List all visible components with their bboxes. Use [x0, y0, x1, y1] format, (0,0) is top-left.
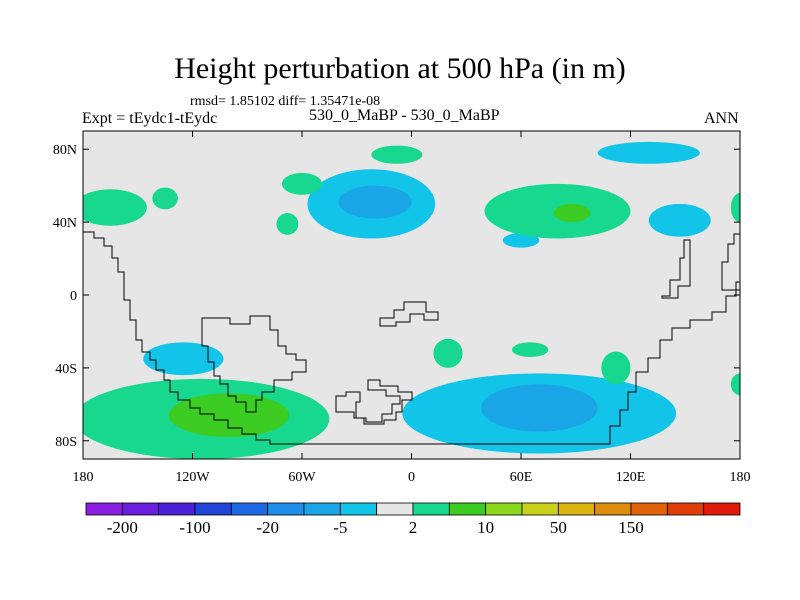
coastlines — [83, 231, 740, 445]
y-axis: 80N 40N 0 40S 80S — [53, 143, 740, 450]
region-negative-south-pacific — [143, 342, 224, 376]
colorbar-label: -5 — [333, 518, 347, 537]
colorbar-box — [557, 502, 596, 516]
colorbar: -200 -100 -20 -5 2 10 50 150 — [85, 502, 741, 537]
colorbar-box — [594, 502, 632, 516]
x-tick-label: 180 — [73, 470, 94, 485]
colorbar-box — [85, 502, 123, 516]
colorbar-box — [303, 502, 341, 516]
x-tick-label: 120E — [616, 470, 646, 485]
colorbar-label: -100 — [179, 518, 210, 537]
colorbar-box — [666, 502, 705, 516]
experiment-label: Expt = tEydc1-tEydc — [82, 110, 218, 127]
colorbar-label: 150 — [618, 518, 644, 537]
colorbar-label: -20 — [256, 518, 279, 537]
y-tick-label: 0 — [70, 289, 77, 304]
chart-title: Height perturbation at 500 hPa (in m) — [174, 52, 626, 85]
colorbar-label: 2 — [409, 518, 418, 537]
y-tick-label: 80S — [55, 435, 77, 450]
x-tick-label: 60E — [510, 470, 533, 485]
coastline-americas — [83, 231, 330, 445]
colorbar-box — [339, 502, 378, 516]
coastline-africa-eurasia — [330, 233, 740, 445]
season-label: ANN — [704, 110, 739, 127]
y-tick-label: 40N — [53, 216, 77, 231]
region-negative-asia-small — [502, 233, 540, 248]
colorbar-box — [485, 502, 523, 516]
colorbar-label: 10 — [477, 518, 494, 537]
contour-regions — [83, 141, 740, 459]
region-negative-north-pacific-east — [648, 203, 711, 237]
region-positive-north-america-mid — [281, 172, 323, 195]
colorbar-box — [630, 502, 668, 516]
colorbar-box — [230, 502, 269, 516]
region-positive-arctic-atlantic — [371, 145, 423, 164]
region-negative-south-indian-core — [480, 384, 598, 432]
region-positive-north-pacific-west — [83, 189, 147, 226]
colorbar-label: -200 — [107, 518, 138, 537]
x-tick-label: 180 — [730, 470, 751, 485]
y-tick-label: 40S — [55, 362, 77, 377]
x-tick-label: 120W — [175, 470, 210, 485]
coastline-europe-islands — [335, 301, 439, 425]
colorbar-box — [267, 502, 305, 516]
region-positive-asia-core — [553, 203, 591, 223]
x-tick-label: 60W — [288, 470, 316, 485]
region-positive-south-pacific-east — [730, 373, 740, 396]
x-axis: 180 120W 60W 0 60E 120E 180 — [73, 131, 751, 485]
region-positive-atlantic-east — [730, 192, 740, 223]
region-positive-indian-ocean — [601, 351, 631, 385]
stats-label: rmsd= 1.85102 diff= 1.35471e-08 — [190, 94, 381, 109]
colorbar-label: 50 — [550, 518, 567, 537]
colorbar-box — [376, 502, 414, 516]
region-negative-north-central-core — [338, 185, 412, 219]
colorbar-box — [412, 502, 450, 516]
region-positive-south-atlantic-east — [511, 342, 549, 357]
y-tick-label: 80N — [53, 143, 77, 158]
colorbar-box — [121, 502, 160, 516]
colorbar-box — [521, 502, 559, 516]
region-positive-south-pacific-core — [168, 393, 290, 438]
colorbar-box — [194, 502, 232, 516]
region-negative-arctic — [597, 141, 700, 164]
region-positive-north-america-low — [276, 213, 299, 235]
region-positive-north-america-small — [152, 187, 178, 210]
case-label: 530_0_MaBP - 530_0_MaBP — [309, 107, 500, 124]
colorbar-box — [158, 502, 196, 516]
colorbar-box — [703, 502, 741, 516]
colorbar-box — [448, 502, 487, 516]
region-positive-south-atlantic — [433, 338, 463, 368]
x-tick-label: 0 — [408, 470, 415, 485]
